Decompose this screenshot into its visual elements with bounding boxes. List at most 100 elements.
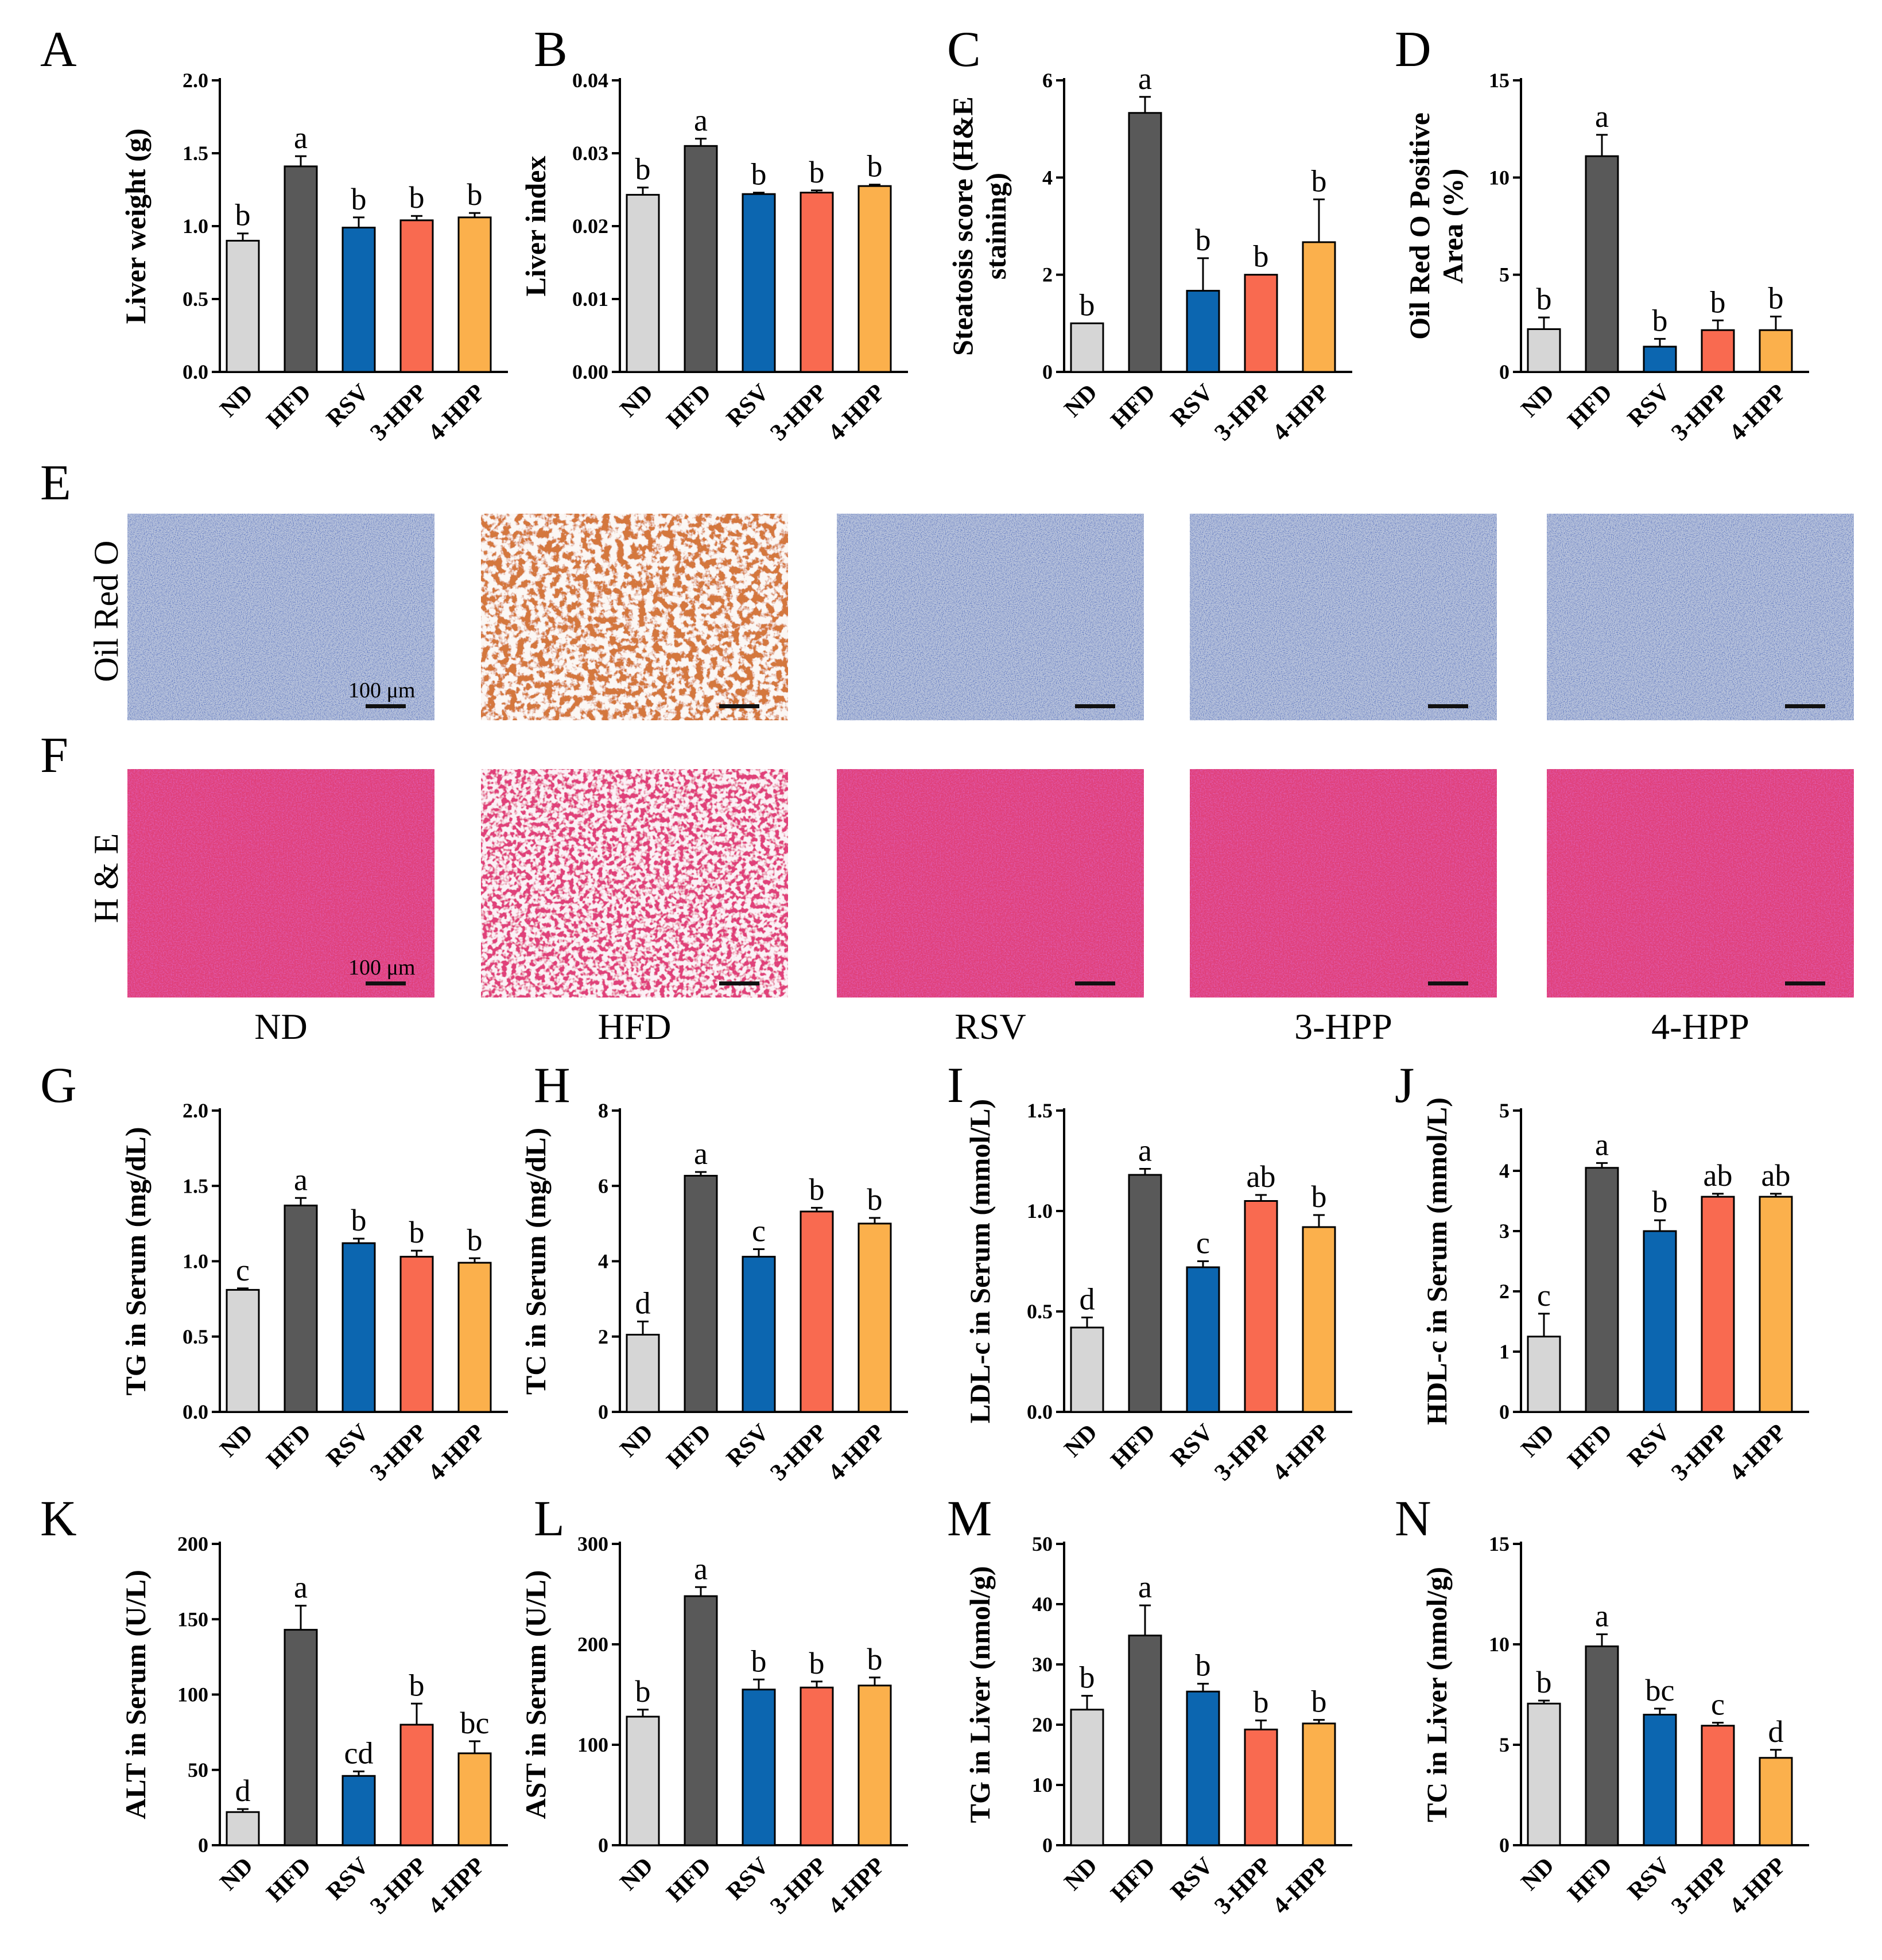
bar-rsv [1186,1690,1220,1846]
y-tick-label: 3 [1499,1220,1510,1243]
panel-label-M: M [947,1491,992,1547]
significance-letter: b [1536,1665,1552,1699]
x-tick-label-nd: ND [215,1853,258,1896]
y-tick-label: 2 [598,1325,608,1348]
x-tick-label-3-hpp: 3-HPP [1666,1853,1733,1920]
chart-J: J 0 1 2 3 4 5 HDL-c in Serum (mmol/L) c ND a HFD b RS… [1395,1058,1809,1486]
scale-bar [366,704,406,708]
x-tick-label-rsv: RSV [1623,1419,1675,1472]
micro-image-h-and-e-rsv [837,769,1144,998]
bar-3-hpp [1244,1200,1278,1413]
significance-letter: b [467,1222,483,1257]
panel-label-B: B [534,22,568,77]
scale-bar [1785,981,1825,985]
significance-letter: cd [344,1736,374,1770]
scale-bar [366,981,406,985]
x-tick-label-4-hpp: 4-HPP [1267,379,1334,447]
y-tick-label: 1.5 [183,142,208,165]
y-tick-label: 0.0 [1027,1400,1053,1423]
y-tick-label: 0.04 [572,69,608,92]
bar-rsv [1643,346,1677,373]
significance-letter: b [409,1215,425,1249]
x-tick-label-hfd: HFD [1106,379,1161,434]
bar-4-hpp [857,1222,892,1413]
significance-letter: b [867,1642,883,1676]
bar-hfd [1585,1645,1619,1846]
chart-I: I 0.0 0.5 1.0 1.5 LDL-c in Serum (mmol/L) d ND a… [947,1058,1352,1486]
y-axis-label: TC in Liver (nmol/g) [1421,1567,1453,1822]
micro-image-grid: 100 μm 100 μm ND HFD RSV 3-HPP 4-HPP [127,514,1854,1047]
x-tick-label-rsv: RSV [1166,1419,1219,1472]
x-tick-label-nd: ND [1516,1419,1559,1462]
x-tick-label-rsv: RSV [721,379,774,432]
x-tick-label-rsv: RSV [721,1853,774,1905]
scale-bar [1075,981,1115,985]
y-tick-label: 0.00 [572,360,608,383]
scale-bar [719,981,759,985]
significance-letter: b [635,152,651,187]
chart-K: K 0 50 100 150 200 ALT in Serum (U/L) d ND a HFD cd… [40,1491,508,1919]
bar-rsv [1643,1714,1677,1846]
significance-letter: c [1711,1687,1725,1722]
bar-hfd [1128,1174,1162,1413]
y-axis-label: AST in Serum (U/L) [519,1570,552,1819]
panel-label-N: N [1395,1491,1431,1547]
x-tick-label-3-hpp: 3-HPP [765,1853,832,1920]
bar-4-hpp [857,1685,892,1846]
bar-nd [626,1333,660,1413]
significance-letter: b [1768,281,1784,315]
y-axis-label: staining) [980,173,1012,280]
x-tick-label-rsv: RSV [321,1853,374,1905]
x-tick-label-nd: ND [1516,1853,1559,1896]
bar-nd [1527,1702,1561,1846]
bar-4-hpp [1759,1196,1793,1413]
significance-letter: b [751,1644,767,1678]
bar-rsv [1643,1230,1677,1413]
x-tick-label-hfd: HFD [262,1419,316,1474]
y-tick-label: 0 [598,1834,608,1857]
bar-hfd [1128,1635,1162,1846]
bar-nd [1527,328,1561,373]
significance-letter: b [409,180,425,215]
significance-letter: b [751,157,767,192]
bar-4-hpp [457,216,492,373]
y-tick-label: 0.0 [183,1400,208,1423]
column-label-rsv: RSV [954,1006,1026,1047]
y-tick-label: 50 [188,1759,208,1782]
significance-letter: c [236,1253,250,1287]
x-tick-label-rsv: RSV [721,1419,774,1472]
panel-label-A: A [40,22,77,77]
significance-letter: b [235,198,251,232]
x-tick-label-4-hpp: 4-HPP [823,379,890,447]
y-tick-label: 0 [1499,1400,1510,1423]
y-tick-label: 0.02 [572,215,608,238]
bar-3-hpp [1701,1196,1735,1413]
significance-letter: b [1080,1660,1095,1695]
significance-letter: b [351,1203,367,1237]
bar-nd [1070,1326,1104,1413]
y-tick-label: 100 [177,1683,208,1706]
bar-4-hpp [857,185,892,373]
x-tick-label-hfd: HFD [262,379,316,434]
significance-letter: bc [1646,1673,1675,1707]
significance-letter: b [867,149,883,184]
x-tick-label-hfd: HFD [662,1419,716,1474]
x-tick-label-hfd: HFD [1563,1419,1617,1474]
x-tick-label-4-hpp: 4-HPP [423,1853,490,1920]
y-tick-label: 0 [1042,360,1053,383]
significance-letter: b [1311,1179,1327,1214]
x-tick-label-3-hpp: 3-HPP [765,1419,832,1487]
bar-rsv [342,227,376,373]
y-tick-label: 30 [1032,1653,1053,1676]
y-tick-label: 0.0 [183,360,208,383]
bar-4-hpp [1759,1757,1793,1846]
significance-letter: d [1080,1282,1095,1317]
x-tick-label-rsv: RSV [321,379,374,432]
x-tick-label-3-hpp: 3-HPP [1209,379,1276,447]
chart-D: D 0 5 10 15 Oil Red O Positive Area (%) b ND a HFD… [1395,22,1809,446]
significance-letter: b [409,1668,425,1702]
significance-letter: d [235,1773,251,1808]
x-tick-label-4-hpp: 4-HPP [1724,1419,1791,1487]
panel-label-J: J [1395,1058,1414,1113]
